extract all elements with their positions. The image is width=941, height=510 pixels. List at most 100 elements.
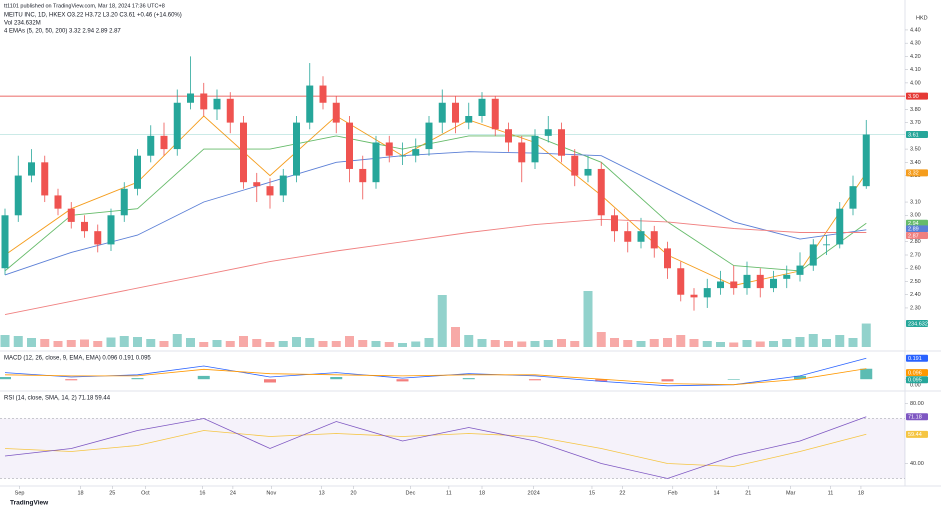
y-tick-label: 4.40	[910, 27, 921, 33]
volume-label-bg	[906, 320, 928, 328]
volume-bar	[66, 340, 76, 347]
macd-histogram-bar	[595, 379, 608, 382]
candle-body	[226, 98, 234, 123]
candle-body	[756, 274, 764, 289]
macd-histogram-bar	[65, 379, 78, 381]
volume-bar	[557, 339, 566, 347]
candle-body	[730, 281, 738, 289]
candle-body	[862, 134, 870, 187]
macd-histogram-bar	[197, 375, 210, 380]
candle-body	[425, 122, 433, 150]
candle-body	[717, 281, 724, 289]
macd-histogram-bar	[860, 368, 873, 380]
volume-bar	[411, 341, 421, 347]
y-tick-label: 3.70	[910, 120, 921, 126]
candle-body	[266, 186, 274, 196]
volume-bar	[702, 341, 712, 347]
candle-body	[173, 102, 181, 150]
last-price-label: 3.61	[908, 132, 919, 138]
volume-bar	[119, 336, 129, 347]
x-tick-label: Dec	[406, 490, 416, 496]
candle-body	[41, 162, 49, 196]
candle-body	[1, 215, 9, 269]
volume-bar	[623, 340, 633, 347]
candle-body	[54, 195, 62, 209]
y-tick-label: 2.60	[910, 266, 921, 272]
volume-bar	[808, 334, 818, 347]
x-tick-label: 18	[858, 490, 864, 496]
macd-tick-label: 0.00	[910, 383, 921, 389]
candle-body	[690, 294, 698, 298]
candle-body	[505, 129, 512, 143]
volume-bar	[610, 338, 619, 347]
y-tick-label: 4.00	[910, 80, 921, 86]
candle-body	[346, 122, 353, 169]
candle-body	[200, 93, 208, 110]
ema-line	[4, 115, 867, 286]
volume-bar	[371, 341, 381, 347]
volume-bar	[689, 339, 699, 347]
volume-bar	[278, 341, 288, 347]
volume-bar	[225, 341, 235, 347]
volume-bar	[517, 341, 527, 347]
volume-bar	[27, 338, 36, 347]
candle-body	[28, 162, 35, 176]
rsi-line	[4, 430, 867, 467]
candle-body	[823, 244, 830, 246]
volume-bar	[490, 340, 500, 347]
rsi-line	[4, 416, 867, 479]
macd-label-bg	[906, 354, 928, 362]
ema-line	[4, 135, 867, 272]
candle-body	[637, 231, 645, 242]
volume-title: Vol 234.632M	[4, 21, 41, 27]
x-tick-label: 25	[109, 490, 115, 496]
candle-body	[558, 129, 565, 156]
candle-body	[412, 149, 420, 156]
volume-bar	[464, 335, 474, 347]
macd-histogram-bar	[264, 379, 276, 383]
candle-body	[518, 142, 526, 163]
ema-title: 4 EMAs (5, 20, 50, 200) 3.32 2.94 2.89 2…	[4, 29, 121, 35]
candle-body	[253, 182, 261, 187]
volume-bar	[318, 341, 328, 347]
candle-body	[836, 208, 844, 245]
candle-body	[160, 135, 168, 150]
x-tick-label: 20	[350, 490, 356, 496]
candle-body	[67, 208, 75, 222]
y-tick-label: 3.40	[910, 160, 921, 166]
volume-bar	[504, 341, 513, 347]
volume-bar	[835, 335, 845, 347]
candle-body	[809, 244, 817, 266]
volume-bar	[530, 341, 540, 347]
candle-body	[624, 231, 632, 242]
volume-bar	[0, 335, 10, 347]
volume-bar	[265, 342, 275, 347]
volume-bar	[239, 336, 248, 347]
x-tick-label: 22	[619, 490, 625, 496]
volume-bar	[795, 337, 805, 347]
hline-label: 3.90	[908, 94, 919, 100]
volume-bar	[13, 336, 23, 347]
ema-label-bg	[906, 225, 928, 233]
histogram-label-bg	[906, 376, 928, 384]
y-tick-label: 2.30	[910, 305, 921, 311]
candle-body	[134, 155, 141, 189]
x-tick-label: 15	[589, 490, 595, 496]
candle-body	[544, 129, 552, 136]
ema-label: 2.87	[908, 233, 919, 239]
volume-bar	[636, 341, 646, 347]
rsi-tick-label: 80.00	[910, 401, 924, 407]
volume-bar	[292, 337, 301, 347]
candle-body	[796, 265, 804, 275]
candle-body	[783, 274, 791, 279]
volume-bar	[252, 339, 262, 347]
volume-bar	[596, 332, 606, 347]
ema-label-bg	[906, 169, 928, 177]
candle-body	[94, 231, 102, 245]
ema-line	[4, 218, 867, 316]
volume-bar	[477, 339, 487, 347]
candle-body	[849, 186, 857, 209]
candle-body	[571, 155, 579, 176]
y-tick-label: 2.50	[910, 279, 921, 285]
volume-bar	[742, 340, 752, 347]
